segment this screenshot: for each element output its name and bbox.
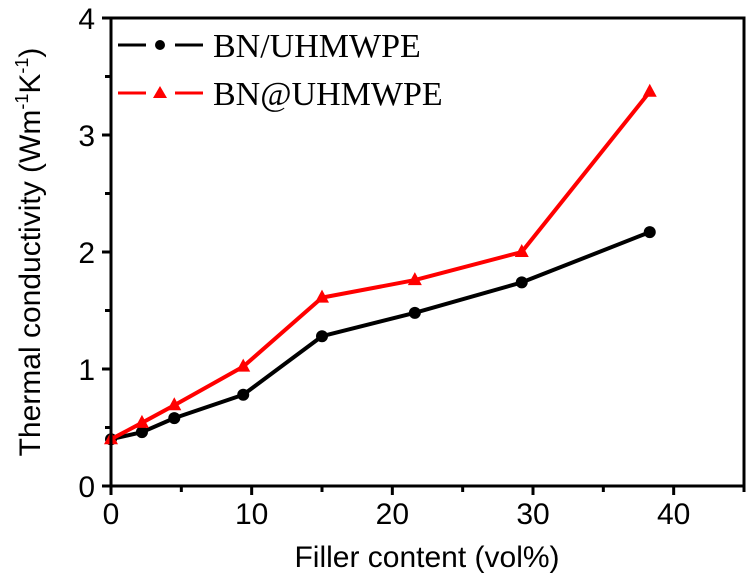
y-tick-label: 1 — [78, 354, 95, 387]
legend-item-bn-uhmwpe: BN/UHMWPE — [118, 28, 421, 65]
triangle-marker-icon — [514, 244, 529, 257]
circle-marker-icon — [408, 306, 421, 319]
y-axis-label: Thermal conductivity (Wm-1K-1) — [12, 48, 47, 457]
series-line — [110, 230, 651, 442]
y-tick-label: 2 — [78, 237, 95, 270]
triangle-marker-icon — [167, 397, 182, 411]
svg-text:BN@UHMWPE: BN@UHMWPE — [213, 76, 443, 113]
circle-marker-icon — [155, 40, 165, 50]
svg-text:BN/UHMWPE: BN/UHMWPE — [213, 28, 421, 65]
legend: BN/UHMWPE BN@UHMWPE — [118, 28, 443, 113]
series-line — [110, 90, 652, 441]
x-tick-label: 40 — [657, 498, 690, 531]
triangle-marker-icon — [315, 289, 329, 303]
axes: 0 10 20 30 40 0 1 2 3 4 — [78, 3, 746, 531]
y-tick-label: 3 — [78, 120, 95, 153]
y-tick-label: 4 — [78, 3, 95, 36]
circle-marker-icon — [168, 412, 181, 425]
triangle-marker-icon — [134, 414, 149, 428]
circle-marker-icon — [515, 276, 528, 289]
triangle-marker-icon — [407, 272, 422, 286]
circle-marker-icon — [316, 330, 328, 343]
triangle-marker-icon — [236, 358, 251, 372]
triangle-marker-icon — [642, 83, 657, 97]
x-tick-label: 10 — [235, 498, 268, 531]
x-tick-label: 0 — [103, 498, 120, 531]
x-axis-label: Filler content (vol%) — [294, 541, 559, 574]
circle-marker-icon — [135, 426, 148, 439]
y-tick-label: 0 — [78, 471, 95, 504]
circle-marker-icon — [237, 388, 250, 401]
legend-item-bn-at-uhmwpe: BN@UHMWPE — [118, 76, 443, 113]
circle-marker-icon — [643, 226, 656, 239]
plot-area — [104, 83, 657, 446]
x-tick-label: 20 — [376, 498, 409, 531]
triangle-marker-icon — [153, 86, 167, 98]
x-tick-label: 30 — [516, 498, 549, 531]
